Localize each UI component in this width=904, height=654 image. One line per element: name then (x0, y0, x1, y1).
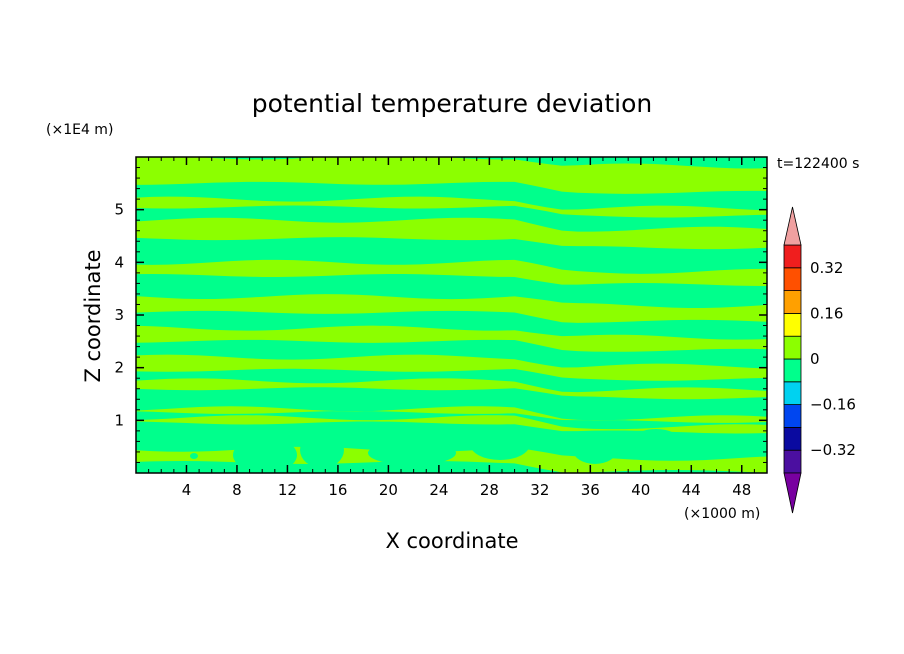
cell (632, 429, 680, 453)
colorbar-segment (783, 381, 802, 405)
colorbar-label: 0.32 (810, 259, 843, 277)
y-tick-label: 5 (114, 201, 124, 219)
colorbar-segment (783, 335, 802, 360)
y-tick-label: 4 (114, 253, 124, 271)
colorbar-segment (783, 358, 802, 383)
contour-band (136, 196, 767, 218)
x-tick-label: 8 (232, 481, 242, 499)
y-tick-label: 2 (114, 359, 124, 377)
contour-band (136, 325, 767, 352)
x-tick-label: 12 (278, 481, 297, 499)
x-tick-label: 20 (379, 481, 398, 499)
colorbar-label: 0 (810, 350, 820, 368)
low-level-cells (190, 428, 680, 473)
x-tick-label: 28 (480, 481, 499, 499)
contour-band (136, 217, 767, 250)
cell (190, 453, 198, 459)
colorbar-under-triangle (783, 472, 802, 514)
x-unit-label: (×1000 m) (684, 506, 760, 522)
y-tick-label: 1 (114, 411, 124, 429)
colorbar-label: 0.16 (810, 304, 843, 322)
x-tick-label: 40 (631, 481, 650, 499)
x-axis-ticks: 4 8 12 16 20 24 28 32 36 40 44 48 (148, 157, 755, 499)
contour-band (136, 415, 767, 434)
contour-band (136, 406, 767, 423)
colorbar-segment (783, 449, 802, 474)
contour-band (136, 259, 767, 286)
colorbar: 0.32 0.16 0 −0.16 −0.32 (783, 206, 856, 514)
cell (470, 428, 530, 460)
cell (300, 432, 344, 468)
colorbar-segment (783, 290, 802, 314)
contour-band (136, 378, 767, 400)
x-tick-label: 36 (581, 481, 600, 499)
x-tick-label: 32 (530, 481, 549, 499)
colorbar-segment (783, 312, 802, 337)
y-unit-label: (×1E4 m) (46, 122, 113, 138)
chart-title: potential temperature deviation (252, 89, 652, 118)
x-tick-label: 24 (429, 481, 448, 499)
x-tick-label: 16 (328, 481, 347, 499)
colorbar-segment (783, 426, 802, 451)
colorbar-segment (783, 244, 802, 269)
colorbar-segment (783, 267, 802, 291)
colorbar-segment (783, 404, 802, 428)
y-axis-label: Z coordinate (81, 249, 105, 382)
y-axis-ticks: 1 2 3 4 5 (114, 167, 767, 463)
y-tick-label: 3 (114, 306, 124, 324)
x-tick-label: 44 (682, 481, 701, 499)
contour-band (136, 294, 767, 323)
time-label: t=122400 s (777, 156, 859, 172)
contour-band (136, 354, 767, 381)
cell (368, 441, 456, 465)
colorbar-label: −0.16 (810, 396, 856, 414)
x-tick-label: 48 (732, 481, 751, 499)
contour-bands (136, 157, 767, 473)
x-axis-label: X coordinate (385, 529, 518, 553)
x-tick-label: 4 (182, 481, 192, 499)
colorbar-label: −0.32 (810, 441, 856, 459)
colorbar-over-triangle (783, 206, 802, 246)
cell (573, 436, 617, 464)
contour-band (136, 157, 767, 194)
cell (233, 437, 297, 473)
